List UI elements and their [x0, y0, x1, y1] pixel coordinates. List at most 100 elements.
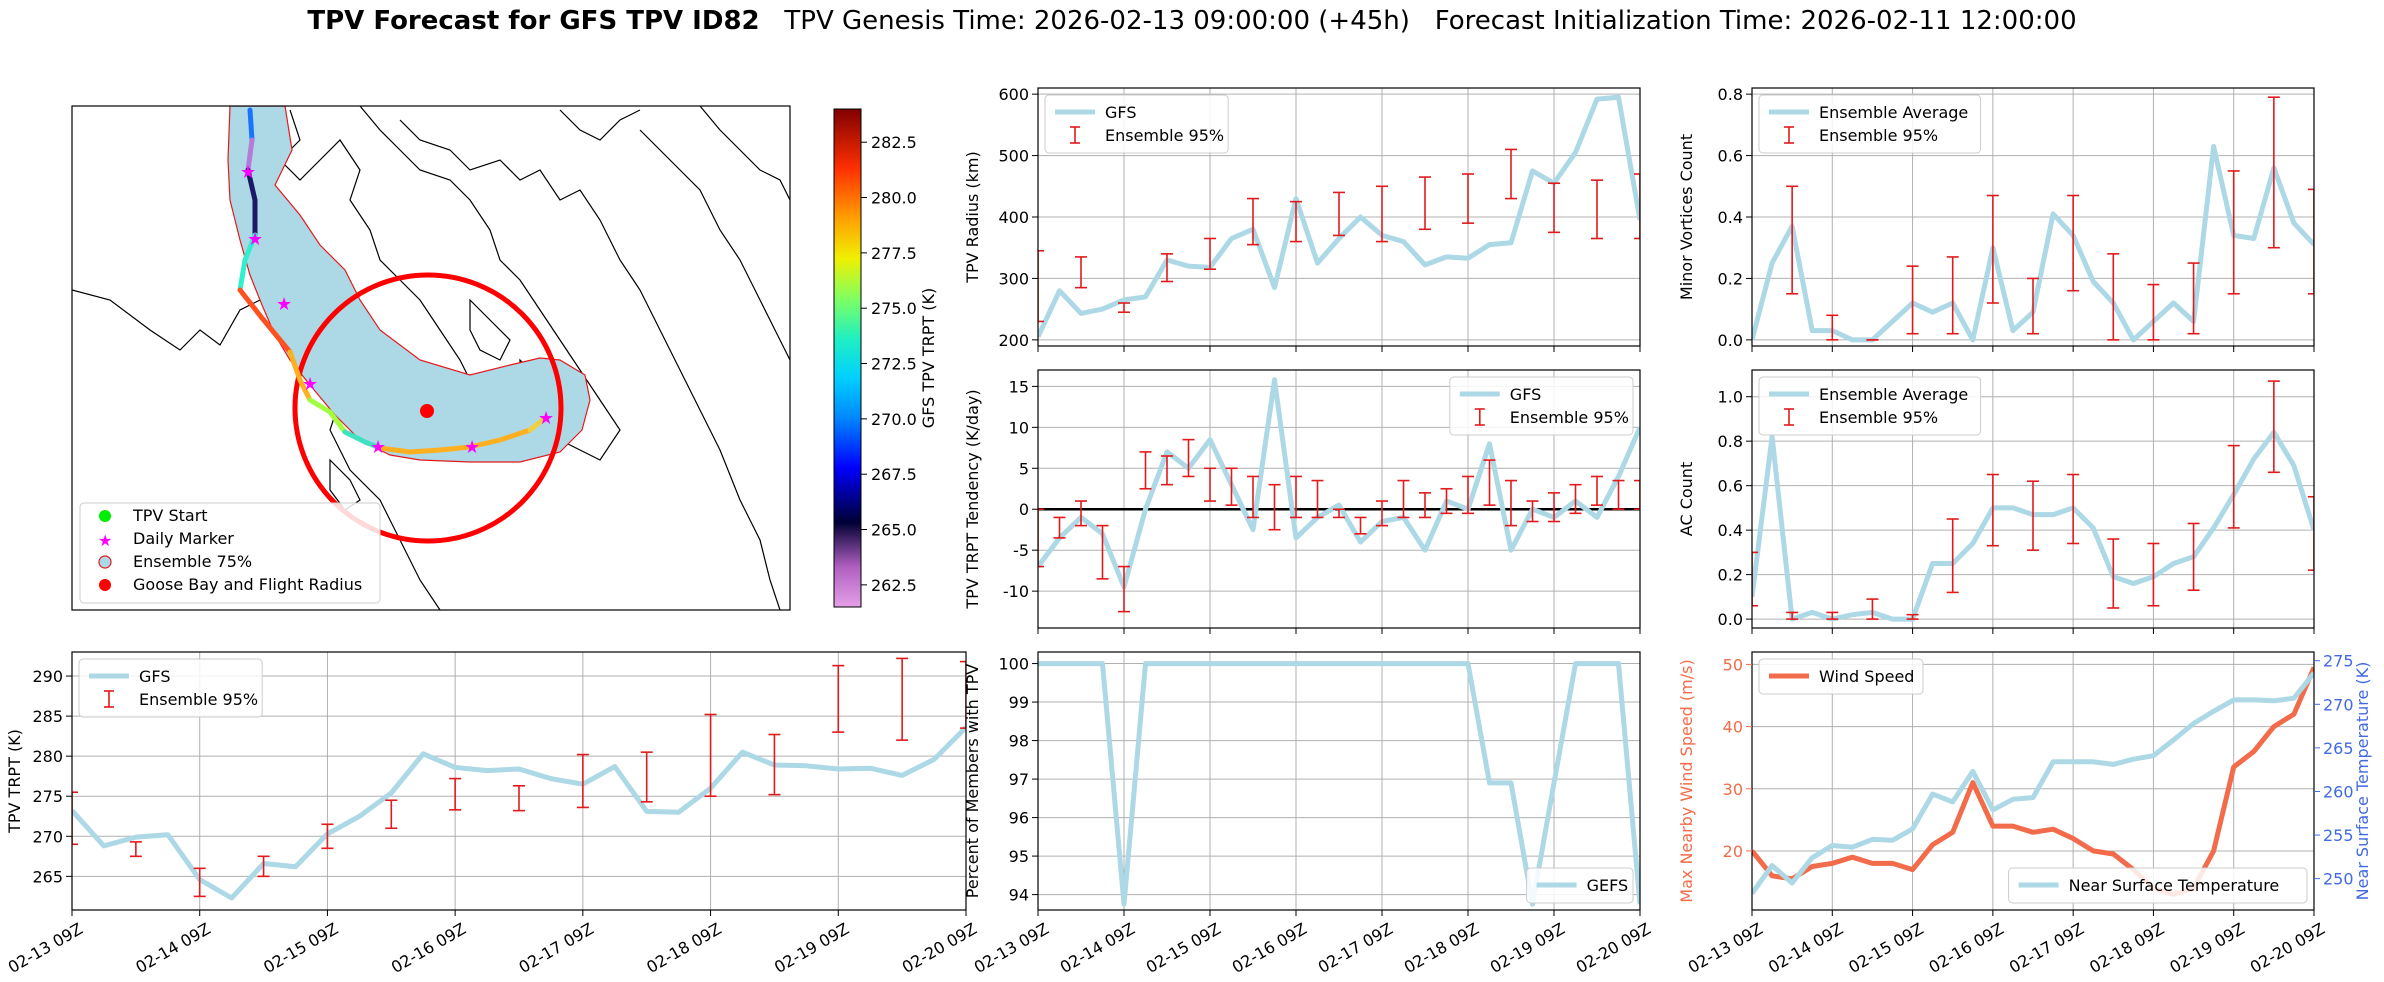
- y-tick-label-2: 96: [1009, 809, 1029, 828]
- errorbar: [1786, 612, 1798, 619]
- y2-tick-label-1: 255: [2323, 826, 2354, 845]
- errorbar: [1527, 501, 1539, 521]
- errorbar: [2188, 523, 2200, 590]
- legend: GFSEnsemble 95%: [1045, 95, 1228, 153]
- legend-box: [1527, 868, 1633, 903]
- chart-minor-vortices: 0.00.20.40.60.8Minor Vortices CountEnsem…: [0, 0, 2384, 982]
- x-tick-label-4: 02-17 09Z: [516, 919, 597, 977]
- colorbar-tick-label-2: 267.5: [871, 465, 917, 484]
- y-tick-label-0: 0.0: [1718, 331, 1743, 350]
- daily-marker: ★: [247, 229, 263, 250]
- y-tick-label-0: 265: [32, 867, 63, 886]
- errorbar: [2027, 278, 2039, 333]
- errorbar: [1333, 192, 1345, 235]
- legend-label: Ensemble 95%: [1510, 408, 1629, 427]
- errorbar: [2147, 543, 2159, 605]
- y-axis-label: AC Count: [1677, 462, 1696, 536]
- errorbars: [1032, 149, 1646, 321]
- errorbar: [2188, 263, 2200, 334]
- legend-tpv-start-marker: [99, 510, 111, 522]
- errorbar: [194, 868, 206, 896]
- errorbars: [1746, 381, 2320, 619]
- x-tick-label-2: 02-15 09Z: [1143, 919, 1224, 977]
- errorbar: [1290, 476, 1302, 517]
- y-tick-label-3: 280: [32, 747, 63, 766]
- colorbar-label: GFS TPV TRPT (K): [919, 288, 938, 428]
- x-tick-label-7: 02-20 09Z: [2247, 919, 2328, 977]
- x-tick-label-0: 02-13 09Z: [5, 919, 86, 977]
- errorbar: [1097, 526, 1109, 579]
- errorbar: [1987, 475, 1999, 546]
- daily-marker: ★: [370, 437, 386, 458]
- axes-frame: [1038, 370, 1640, 628]
- legend-label: GFS: [1105, 103, 1136, 122]
- y-tick-label-1: 0.2: [1718, 566, 1743, 585]
- daily-marker: ★: [302, 374, 318, 395]
- errorbar: [1247, 476, 1259, 517]
- errorbar: [321, 824, 333, 848]
- errorbar: [1505, 481, 1517, 526]
- y-tick-label-2: 0: [1019, 500, 1029, 519]
- errorbar: [1312, 481, 1324, 518]
- plot-area: [1752, 667, 2314, 894]
- errorbar: [1290, 202, 1302, 242]
- errorbar: [2107, 539, 2119, 608]
- errorbar: [1826, 612, 1838, 619]
- y2-tick-label-3: 265: [2323, 739, 2354, 758]
- series-line-gfs: [1038, 380, 1640, 587]
- y-tick-label-2: 40: [1723, 718, 1743, 737]
- legend-box: [1759, 659, 1923, 694]
- y2-tick-label-2: 260: [2323, 782, 2354, 801]
- y-tick-label-0: 94: [1009, 886, 1029, 905]
- y-tick-label-5: 15: [1009, 377, 1029, 396]
- plot-area: [1746, 381, 2320, 619]
- colorbar-tick-label-0: 262.5: [871, 576, 917, 595]
- colorbar-tick-label-3: 270.0: [871, 410, 917, 429]
- map-legend-label-1: Daily Marker: [133, 529, 234, 548]
- errorbar: [1118, 567, 1130, 612]
- y-tick-label-4: 0.8: [1718, 85, 1743, 104]
- chart-ac-count: 0.00.20.40.60.81.0AC CountEnsemble Avera…: [0, 0, 2384, 982]
- x-tick-label-6: 02-19 09Z: [771, 919, 852, 977]
- chart-tpv-radius: 200300400500600TPV Radius (km)GFSEnsembl…: [0, 0, 2384, 982]
- errorbar: [577, 755, 589, 808]
- series-line-wind-speed: [1752, 668, 2314, 895]
- errorbar: [2067, 475, 2079, 544]
- errorbar: [1987, 196, 1999, 304]
- y2-axis-label: Near Surface Temperature (K): [2353, 662, 2372, 901]
- y-tick-label-5: 290: [32, 667, 63, 686]
- x-tick-label-1: 02-14 09Z: [1765, 919, 1846, 977]
- x-tick-label-3: 02-16 09Z: [1229, 919, 1310, 977]
- axes-frame: [1752, 370, 2314, 628]
- errorbar: [2268, 381, 2280, 472]
- y-tick-label-0: 20: [1723, 842, 1743, 861]
- grid: [1038, 370, 1640, 628]
- daily-markers: ★ ★ ★ ★ ★ ★ ★: [240, 162, 554, 458]
- legend-label: Ensemble 95%: [139, 690, 258, 709]
- grid: [1752, 652, 2314, 910]
- goose-bay-marker: [420, 404, 434, 418]
- y-tick-label-6: 100: [998, 655, 1029, 674]
- errorbar: [1333, 509, 1345, 517]
- x-tick-label-3: 02-16 09Z: [388, 919, 469, 977]
- errorbar: [1570, 485, 1582, 514]
- errorbar: [1548, 183, 1560, 232]
- errorbar: [2067, 196, 2079, 291]
- tpv-track-map: ★ ★ ★ ★ ★ ★ ★ ★ TPV Start Daily Marker E…: [0, 0, 2384, 982]
- grid: [1038, 652, 1640, 910]
- x-tick-label-6: 02-19 09Z: [2166, 919, 2247, 977]
- colorbar-tick-label-6: 277.5: [871, 244, 917, 263]
- grid: [1752, 88, 2314, 346]
- legend-label: Ensemble Average: [1819, 385, 1968, 404]
- errorbar: [385, 800, 397, 828]
- x-tick-label-3: 02-16 09Z: [1926, 919, 2007, 977]
- errorbar: [1269, 485, 1281, 530]
- x-tick-label-0: 02-13 09Z: [971, 919, 1052, 977]
- errorbar: [1746, 552, 1758, 605]
- errorbar: [1462, 476, 1474, 513]
- x-tick-label-6: 02-19 09Z: [1487, 919, 1568, 977]
- figure-title: TPV Forecast for GFS TPV ID82 TPV Genesi…: [0, 6, 2384, 36]
- errorbar: [1118, 303, 1130, 312]
- plot-area: [66, 658, 972, 898]
- errorbar: [1505, 149, 1517, 198]
